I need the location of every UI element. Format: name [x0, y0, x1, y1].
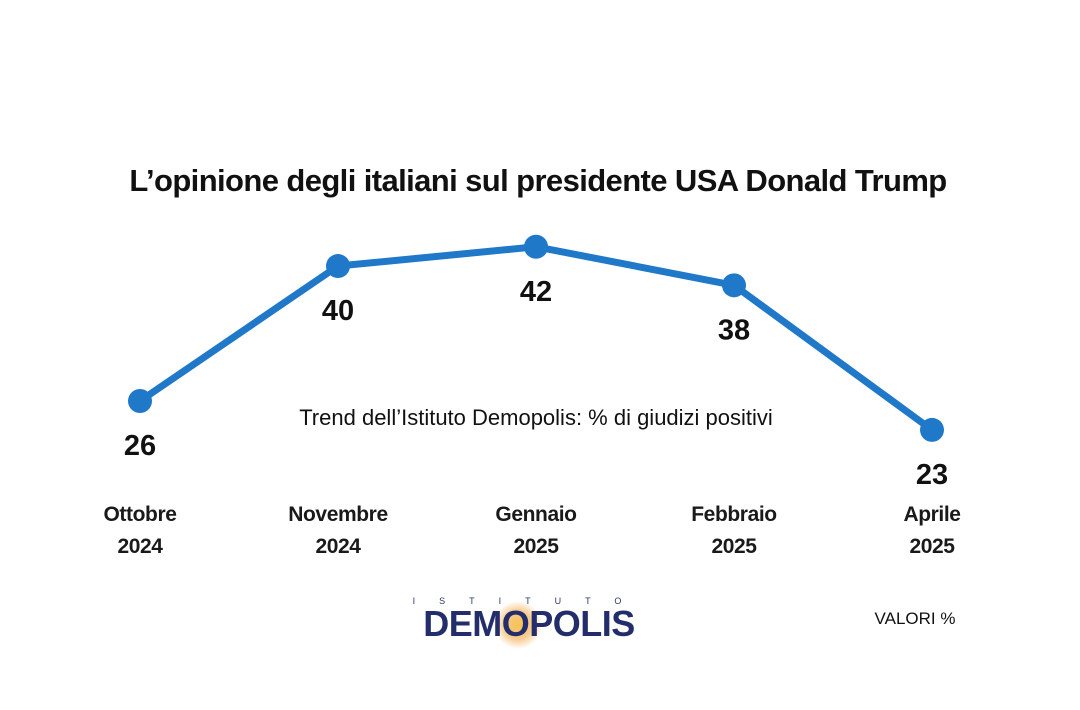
x-tick-label-month: Aprile	[903, 503, 960, 526]
x-tick-label-year: 2024	[315, 535, 361, 558]
series-layer	[128, 234, 944, 442]
x-tick-label-year: 2025	[909, 535, 955, 558]
x-tick-label-year: 2024	[117, 535, 163, 558]
data-point-marker	[920, 417, 944, 442]
data-label: 42	[520, 276, 552, 308]
x-tick-label-month: Gennaio	[495, 503, 576, 526]
x-tick-label-month: Novembre	[288, 503, 388, 526]
demopolis-logo: ISTITUTO DEMOPOLIS	[413, 596, 646, 649]
data-label: 23	[916, 459, 948, 491]
data-point-marker	[128, 389, 152, 413]
units-note: VALORI %	[875, 609, 956, 628]
x-axis-tick-labels: Ottobre 2024 Novembre 2024 Gennaio 2025 Febbra…	[103, 503, 960, 558]
x-tick-label-month: Ottobre	[103, 503, 176, 526]
data-point-marker	[722, 273, 746, 298]
data-label: 26	[124, 430, 156, 462]
series-line	[136, 243, 936, 434]
chart-title: L’opinione degli italiani sul presidente…	[129, 163, 946, 198]
data-label: 38	[718, 314, 750, 346]
logo-glow-icon	[494, 601, 542, 649]
logo-main-text: DEMOPOLIS	[423, 603, 635, 644]
data-labels: 26 40 42 38 23	[124, 276, 948, 491]
data-point-marker	[326, 254, 350, 279]
x-tick-label-year: 2025	[711, 535, 757, 558]
data-label: 40	[322, 295, 354, 327]
logo-top-text: ISTITUTO	[413, 596, 646, 606]
x-tick-label-year: 2025	[513, 535, 559, 558]
chart-subtitle: Trend dell’Istituto Demopolis: % di giud…	[299, 405, 773, 430]
data-point-marker	[524, 234, 548, 259]
x-tick-label-month: Febbraio	[691, 503, 776, 526]
